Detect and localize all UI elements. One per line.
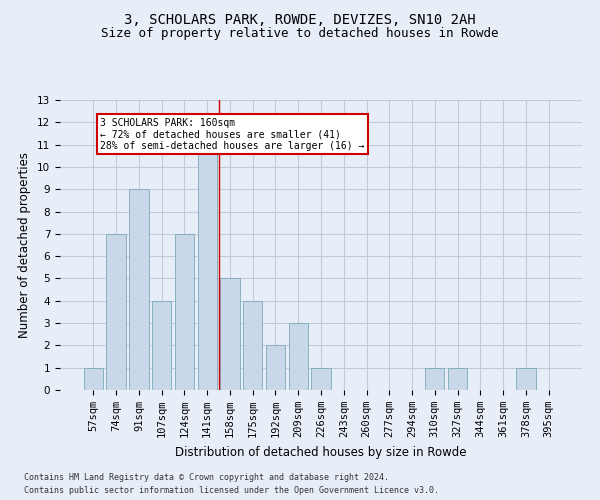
Bar <box>289 323 308 390</box>
Text: Size of property relative to detached houses in Rowde: Size of property relative to detached ho… <box>101 28 499 40</box>
Bar <box>129 189 149 390</box>
Bar <box>175 234 194 390</box>
Text: Contains HM Land Registry data © Crown copyright and database right 2024.: Contains HM Land Registry data © Crown c… <box>24 474 389 482</box>
Bar <box>152 301 172 390</box>
Text: Contains public sector information licensed under the Open Government Licence v3: Contains public sector information licen… <box>24 486 439 495</box>
Bar <box>516 368 536 390</box>
Bar <box>220 278 239 390</box>
Bar <box>425 368 445 390</box>
Y-axis label: Number of detached properties: Number of detached properties <box>19 152 31 338</box>
Bar <box>448 368 467 390</box>
Bar <box>106 234 126 390</box>
Bar <box>243 301 262 390</box>
Bar <box>266 346 285 390</box>
Text: 3 SCHOLARS PARK: 160sqm
← 72% of detached houses are smaller (41)
28% of semi-de: 3 SCHOLARS PARK: 160sqm ← 72% of detache… <box>100 118 365 151</box>
Bar <box>84 368 103 390</box>
X-axis label: Distribution of detached houses by size in Rowde: Distribution of detached houses by size … <box>175 446 467 458</box>
Bar <box>197 144 217 390</box>
Bar <box>311 368 331 390</box>
Text: 3, SCHOLARS PARK, ROWDE, DEVIZES, SN10 2AH: 3, SCHOLARS PARK, ROWDE, DEVIZES, SN10 2… <box>124 12 476 26</box>
